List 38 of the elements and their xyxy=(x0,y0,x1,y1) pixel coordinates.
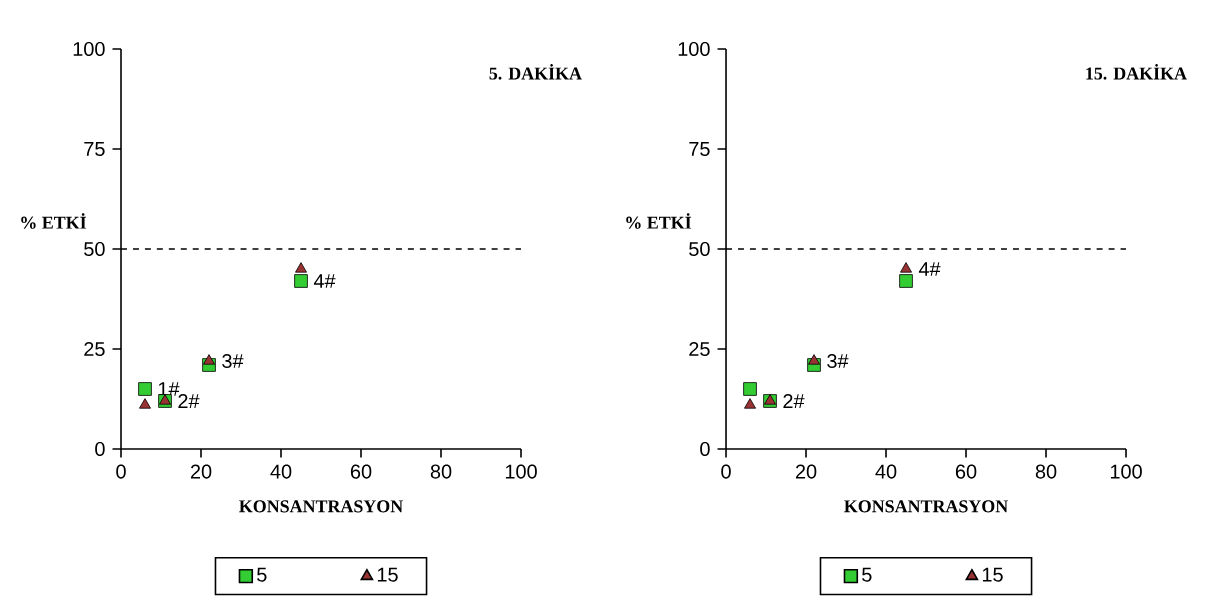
y-tick-label: 50 xyxy=(689,241,710,257)
y-tick-label: 0 xyxy=(95,441,105,457)
text: 5. DAKİKA xyxy=(489,64,582,80)
x-tick-label: 100 xyxy=(1110,464,1142,479)
x-tick-label: 20 xyxy=(795,464,817,479)
x-tick-label: 60 xyxy=(955,464,977,479)
y-tick-label: 0 xyxy=(700,441,710,457)
y-tick-label: 50 xyxy=(84,241,105,257)
x-tick-label: 40 xyxy=(270,464,292,479)
x-tick-label: 0 xyxy=(116,464,126,479)
legend-label: 15 xyxy=(982,567,1003,582)
annotation: 4# xyxy=(313,274,336,288)
y-tick-label: 100 xyxy=(678,41,710,57)
text: 15. DAKİKA xyxy=(1086,64,1187,80)
y-axis-title: % ETKİ xyxy=(626,213,692,229)
legend-label: 15 xyxy=(377,567,398,582)
x-axis-title: KONSANTRASYON xyxy=(239,500,403,513)
legend-label: 5 xyxy=(862,567,872,582)
y-tick-label: 25 xyxy=(689,341,710,357)
legend-label: 5 xyxy=(257,567,267,582)
x-tick-label: 80 xyxy=(1035,464,1057,479)
annotation: 4# xyxy=(918,262,941,276)
x-tick-label: 100 xyxy=(505,464,537,479)
y-axis-title: % ETKİ xyxy=(21,213,87,229)
annotation: 2# xyxy=(178,394,200,408)
x-tick-label: 20 xyxy=(190,464,212,479)
annotation: 2# xyxy=(783,394,805,408)
annotation: 3# xyxy=(827,353,849,369)
y-tick-label: 100 xyxy=(73,41,105,57)
x-tick-label: 80 xyxy=(430,464,452,479)
y-tick-label: 75 xyxy=(689,142,710,156)
x-tick-label: 40 xyxy=(875,464,897,479)
annotation: 3# xyxy=(222,353,244,369)
x-axis-title: KONSANTRASYON xyxy=(844,500,1008,513)
y-tick-label: 25 xyxy=(84,341,105,357)
y-tick-label: 75 xyxy=(84,142,105,156)
x-tick-label: 0 xyxy=(721,464,731,479)
x-tick-label: 60 xyxy=(350,464,372,479)
